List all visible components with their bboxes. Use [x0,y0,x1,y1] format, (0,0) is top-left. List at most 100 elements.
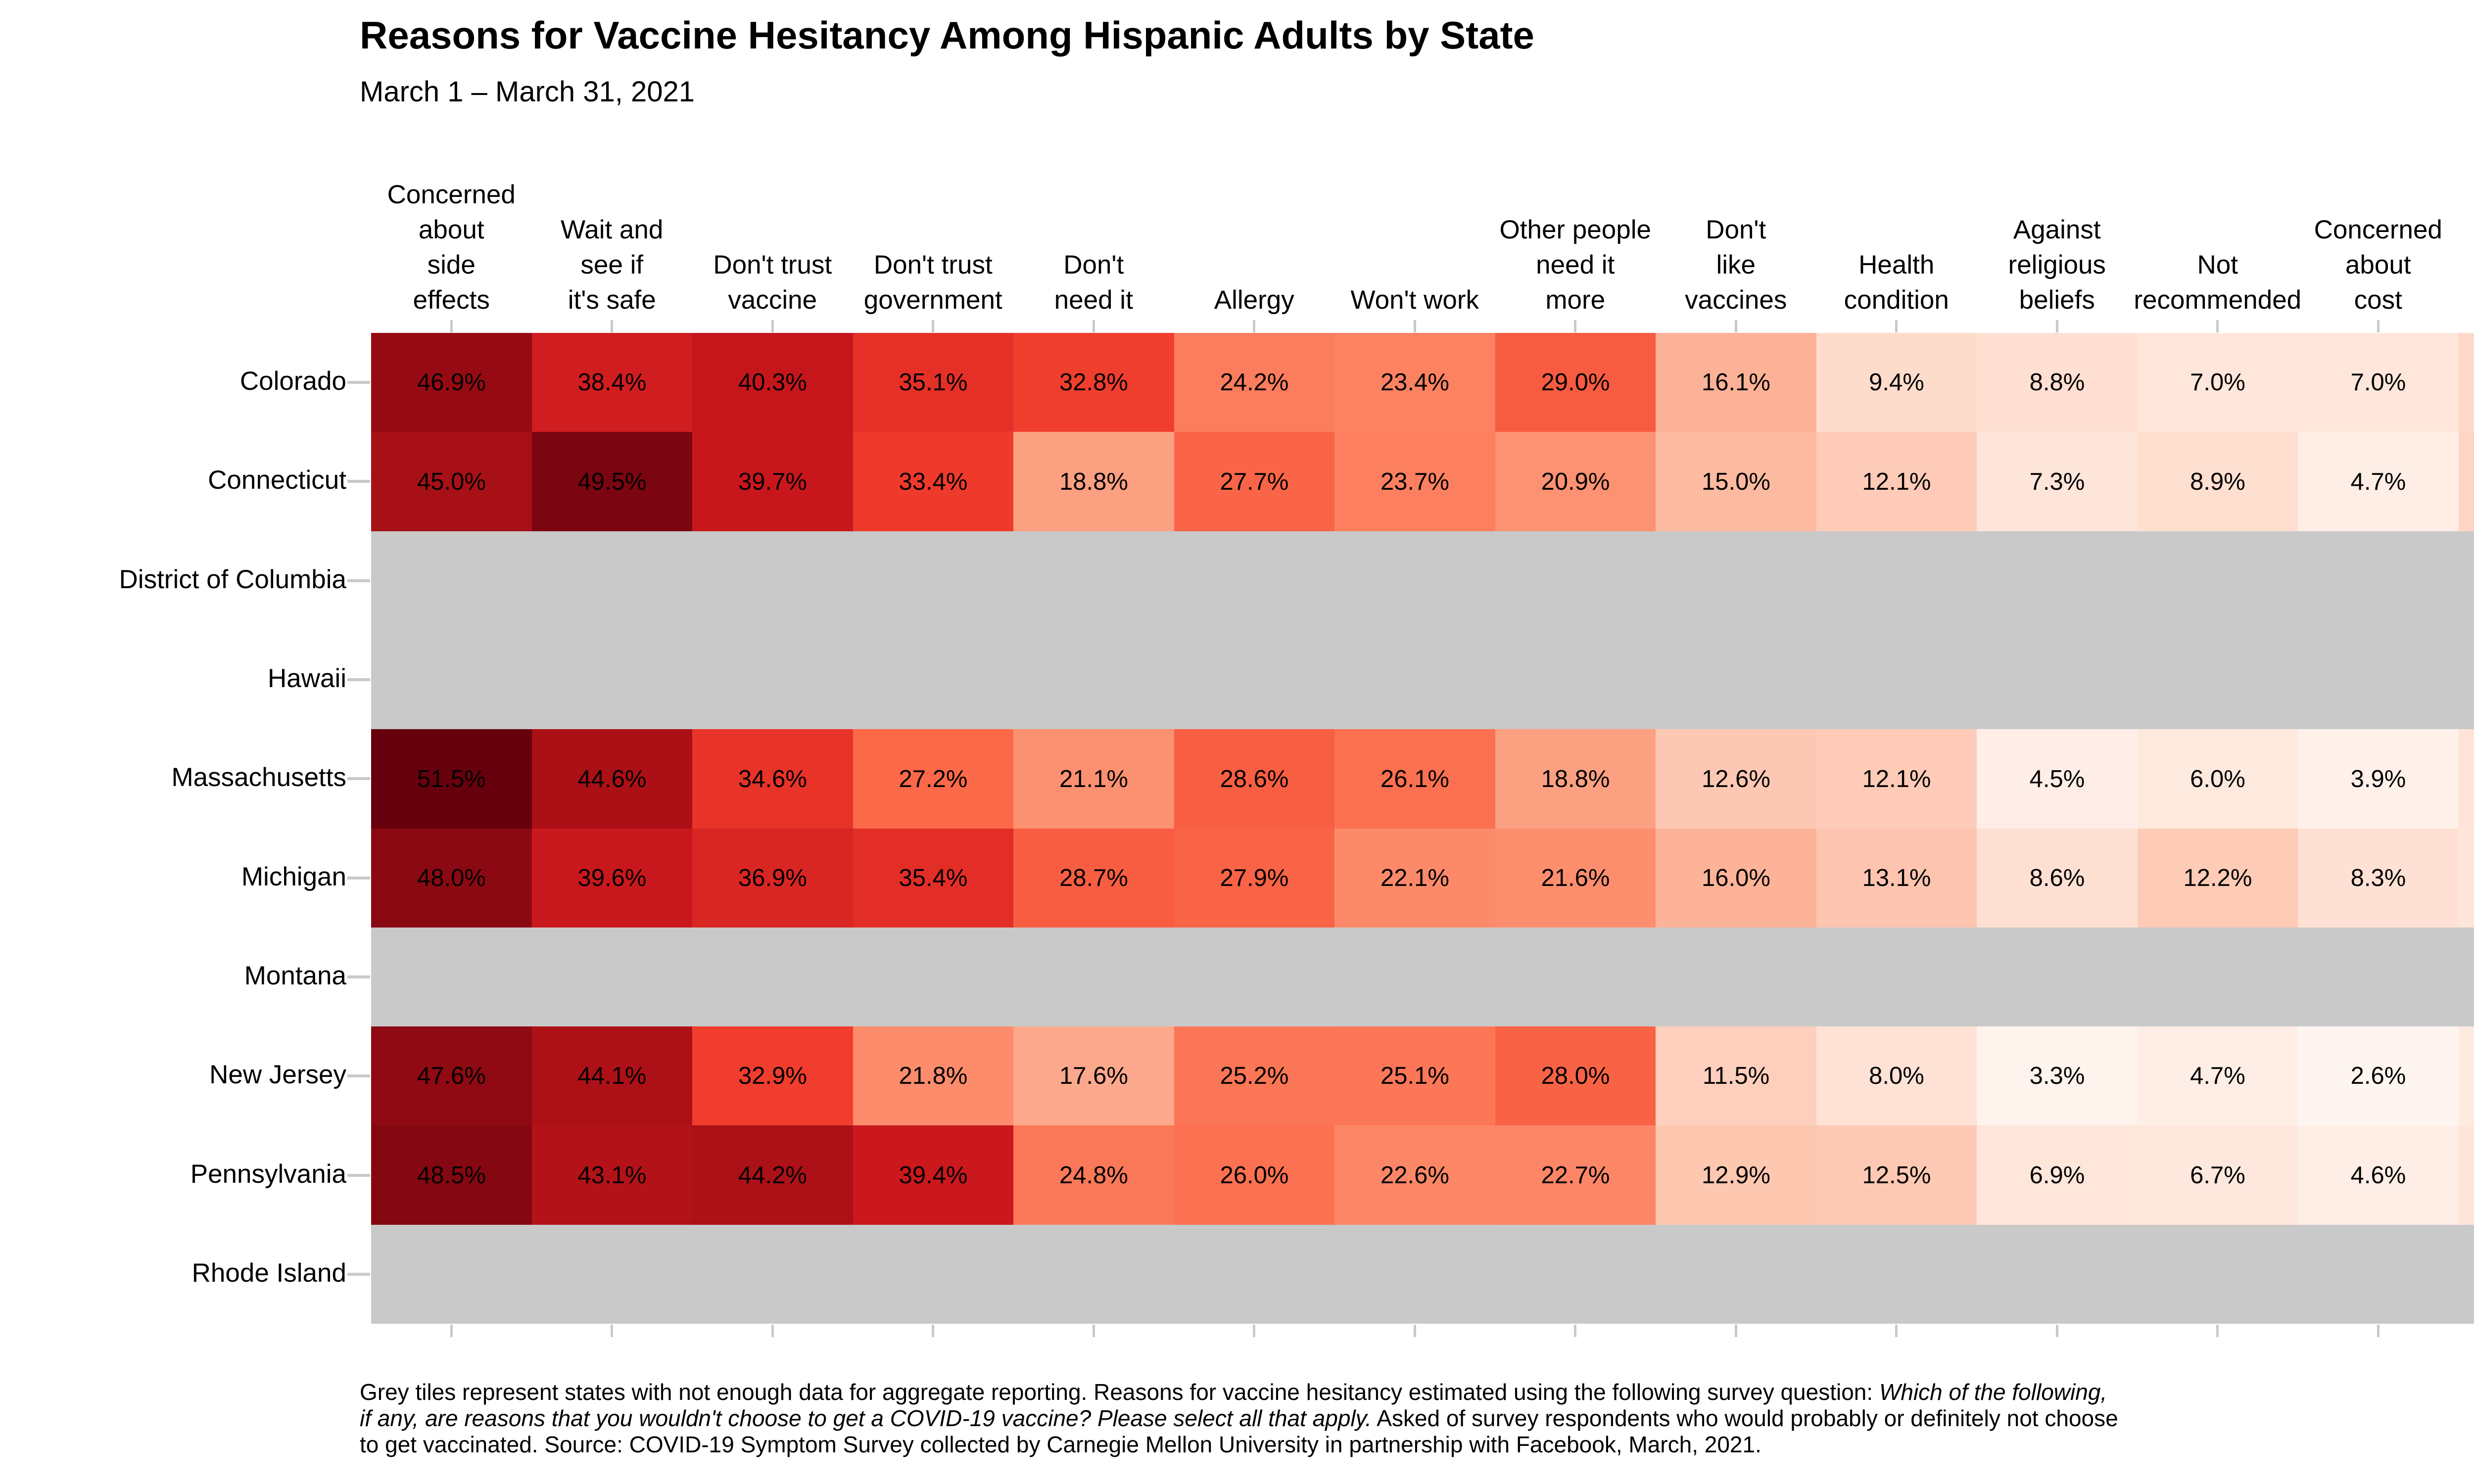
heatmap-cell: 21.1% [1013,729,1174,829]
cell-value-label: 8.9% [2190,468,2245,495]
heatmap-cell: 48.0% [371,828,532,928]
chart-subtitle: March 1 – March 31, 2021 [360,76,695,108]
cell-value-label: 6.9% [2029,1161,2085,1189]
cell-value-label: 18.8% [1059,468,1128,495]
heatmap-cell: 46.9% [371,333,532,432]
heatmap-cell: 25.2% [1174,1026,1335,1126]
column-header: Concerned about side effects [371,139,532,318]
cell-value-label: 8.3% [2350,864,2406,891]
column-header-line: vaccine [728,285,817,315]
cell-value-label: 26.1% [1380,765,1449,792]
heatmap-cell: 5.7% [2458,1026,2474,1126]
axis-tick-left [347,1272,370,1276]
cell-value-label: 43.1% [577,1161,647,1189]
heatmap-cell: 26.1% [1334,729,1495,829]
axis-tick-bottom [2216,1325,2219,1337]
axis-tick-left [347,579,370,582]
axis-tick-left [347,1173,370,1177]
cell-value-label: 28.0% [1541,1063,1610,1090]
heatmap-cell: 2.6% [2298,1026,2459,1126]
cell-value-label: 39.7% [738,468,807,495]
column-header-line: it's safe [568,285,656,315]
heatmap-cell: 25.1% [1334,1026,1495,1126]
cell-value-label: 22.1% [1380,864,1449,891]
column-header-line: Concerned [387,180,516,209]
cell-value-label: 3.3% [2029,1063,2085,1090]
row-label: Pennsylvania [190,1159,346,1189]
column-header: Health condition [1816,139,1977,318]
axis-tick-bottom [771,1325,774,1337]
column-header-line: Not [2197,250,2238,279]
axis-tick-top [1092,320,1095,332]
row-label: District of Columbia [119,564,346,594]
cell-value-label: 29.0% [1541,369,1610,396]
cell-value-label: 45.0% [417,468,486,495]
column-header: Other people need it more [1495,139,1656,318]
chart-title: Reasons for Vaccine Hesitancy Among Hisp… [360,13,1534,57]
cell-value-label: 40.3% [738,369,807,396]
axis-tick-left [347,480,370,483]
cell-value-label: 44.6% [577,765,647,792]
heatmap-cell: 3.3% [1977,1026,2138,1126]
cell-value-label: 8.6% [2029,864,2085,891]
column-header-line: effects [413,285,490,315]
cell-value-label: 49.5% [577,468,647,495]
heatmap-cell: 22.6% [1334,1125,1495,1225]
cell-value-label: 27.7% [1220,468,1289,495]
column-header-line: Don't [1706,215,1766,244]
cell-value-label: 28.7% [1059,864,1128,891]
heatmap-cell: 35.1% [853,333,1014,432]
heatmap-cell: 38.4% [531,333,693,432]
axis-tick-top [1253,320,1256,332]
axis-tick-bottom [1092,1325,1095,1337]
cell-value-label: 21.1% [1059,765,1128,792]
cell-value-label: 25.1% [1380,1063,1449,1090]
column-header-line: like [1716,250,1756,279]
footnote: Grey tiles represent states with not eno… [360,1379,2118,1458]
axis-tick-bottom [2377,1325,2379,1337]
cell-value-label: 46.9% [417,369,486,396]
cell-value-label: 23.4% [1380,369,1449,396]
heatmap-cell: 29.0% [1495,333,1656,432]
footnote-line: Grey tiles represent states with not eno… [360,1379,2118,1405]
column-header-line: about [2345,250,2411,279]
heatmap-cell: 24.8% [1013,1125,1174,1225]
cell-value-label: 16.1% [1702,369,1770,396]
cell-value-label: 12.1% [1862,468,1931,495]
cell-value-label: 12.1% [1862,765,1931,792]
row-label: Montana [244,961,346,990]
column-header: Allergy [1174,139,1335,318]
cell-value-label: 47.6% [417,1063,486,1090]
cell-value-label: 21.6% [1541,864,1610,891]
heatmap-cell: 23.4% [1334,333,1495,432]
column-header-line: Allergy [1214,285,1294,315]
column-header: Don't trust vaccine [692,139,853,318]
heatmap-cell: 6.9% [1977,1125,2138,1225]
cell-value-label: 12.5% [1862,1161,1931,1189]
column-header-line: government [863,285,1002,315]
heatmap-cell: 18.8% [1013,432,1174,532]
axis-tick-top [2216,320,2219,332]
cell-value-label: 32.8% [1059,369,1128,396]
column-header-line: vaccines [1685,285,1787,315]
heatmap-cell: 6.7% [2137,1125,2298,1225]
row-label: Michigan [241,862,346,891]
footnote-line: to get vaccinated. Source: COVID-19 Symp… [360,1432,2118,1458]
column-header-line: Concerned [2314,215,2442,244]
heatmap-cell: 49.5% [531,432,693,532]
heatmap-cell: 44.1% [531,1026,693,1126]
cell-value-label: 4.6% [2350,1161,2406,1189]
axis-tick-bottom [611,1325,614,1337]
heatmap-cell: 27.2% [853,729,1014,829]
heatmap-cell: 16.1% [1656,333,1816,432]
cell-value-label: 35.4% [899,864,968,891]
heatmap-cell: 12.5% [1816,1125,1977,1225]
heatmap-cell: 22.1% [1334,828,1495,928]
cell-value-label: 39.4% [899,1161,968,1189]
heatmap-cell: 47.6% [371,1026,532,1126]
cell-value-label: 16.0% [1702,864,1770,891]
heatmap-cell: 7.0% [2298,333,2459,432]
heatmap-cell: 9.4% [1816,333,1977,432]
cell-value-label: 11.5% [1702,1063,1770,1090]
